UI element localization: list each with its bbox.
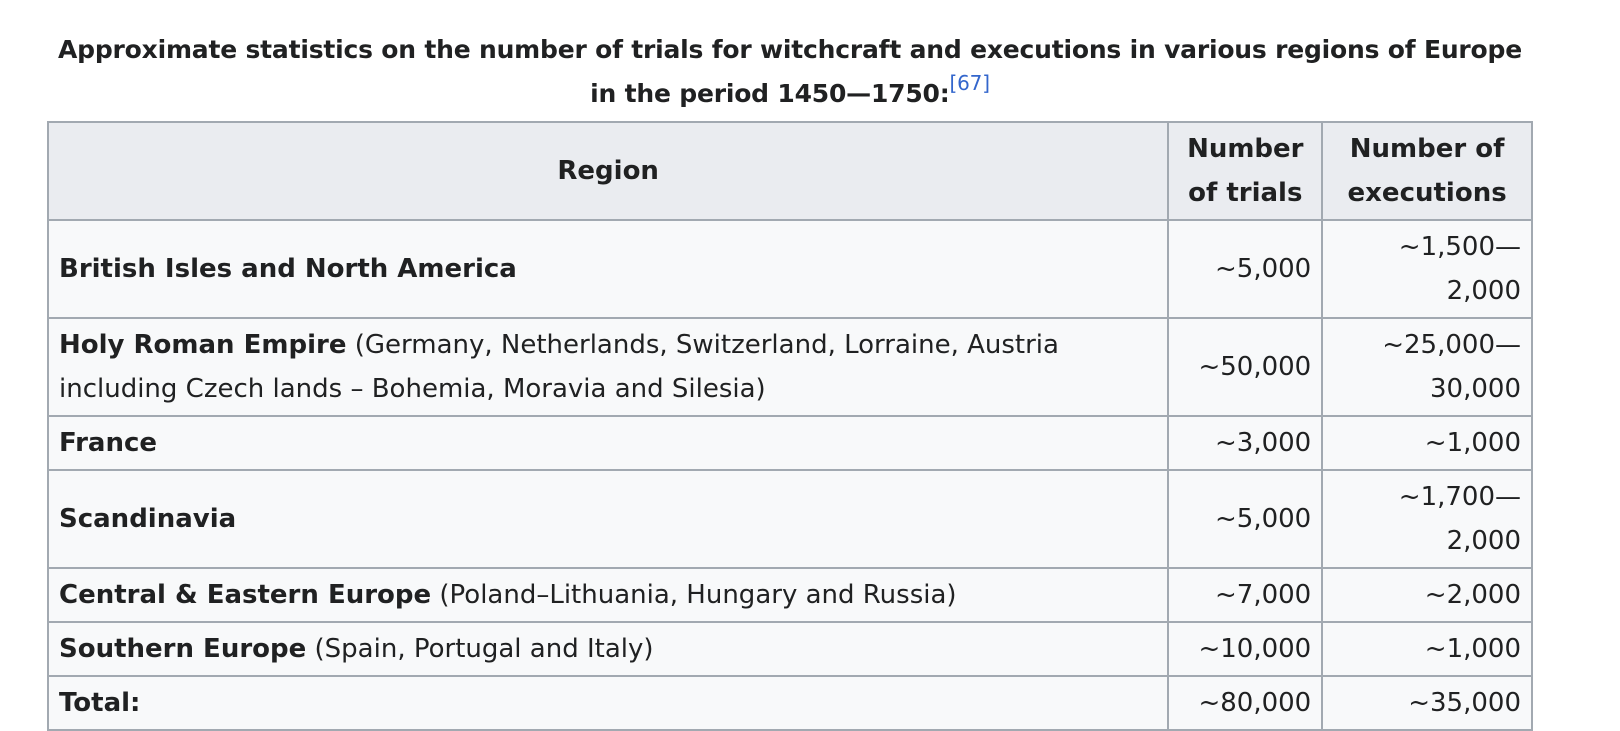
trials-cell: ~5,000 bbox=[1167, 219, 1324, 319]
table-row: Southern Europe (Spain, Portugal and Ita… bbox=[46, 621, 1533, 677]
region-name: Total: bbox=[59, 688, 141, 718]
region-cell: Holy Roman Empire (Germany, Netherlands,… bbox=[46, 317, 1170, 417]
header-trials: Number of trials bbox=[1167, 121, 1324, 221]
header-region: Region bbox=[46, 121, 1170, 221]
region-name: Central & Eastern Europe bbox=[59, 580, 432, 610]
executions-cell: ~35,000 bbox=[1321, 675, 1533, 731]
witch-trials-section: Approximate statistics on the number of … bbox=[46, 28, 1533, 731]
header-row: Region Number of trials Number of execut… bbox=[46, 121, 1533, 221]
region-cell: Central & Eastern Europe (Poland–Lithuan… bbox=[46, 567, 1170, 623]
trials-cell: ~3,000 bbox=[1167, 415, 1324, 471]
executions-cell: ~1,000 bbox=[1321, 415, 1533, 471]
trials-cell: ~10,000 bbox=[1167, 621, 1324, 677]
executions-cell: ~2,000 bbox=[1321, 567, 1533, 623]
caption-text: Approximate statistics on the number of … bbox=[58, 35, 1522, 108]
region-name: British Isles and North America bbox=[59, 254, 517, 284]
region-cell: Scandinavia bbox=[46, 469, 1170, 569]
trials-cell: ~7,000 bbox=[1167, 567, 1324, 623]
region-detail: (Spain, Portugal and Italy) bbox=[306, 634, 654, 664]
trials-cell: ~50,000 bbox=[1167, 317, 1324, 417]
region-cell: France bbox=[46, 415, 1170, 471]
table-caption: Approximate statistics on the number of … bbox=[47, 28, 1533, 116]
region-detail: (Germany, Netherlands, Switzerland, Lorr… bbox=[59, 330, 1059, 404]
trials-cell: ~80,000 bbox=[1167, 675, 1324, 731]
region-name: France bbox=[59, 428, 158, 458]
total-row: Total: ~80,000 ~35,000 bbox=[46, 675, 1533, 731]
table-row: British Isles and North America ~5,000 ~… bbox=[46, 219, 1533, 319]
citation-link[interactable]: [67] bbox=[949, 71, 990, 95]
executions-cell: ~1,700—2,000 bbox=[1321, 469, 1533, 569]
header-executions: Number of executions bbox=[1321, 121, 1533, 221]
region-detail: (Poland–Lithuania, Hungary and Russia) bbox=[431, 580, 957, 610]
table-row: Central & Eastern Europe (Poland–Lithuan… bbox=[46, 567, 1533, 623]
executions-cell: ~1,500—2,000 bbox=[1321, 219, 1533, 319]
table-row: France ~3,000 ~1,000 bbox=[46, 415, 1533, 471]
region-name: Holy Roman Empire bbox=[59, 330, 347, 360]
table-row: Scandinavia ~5,000 ~1,700—2,000 bbox=[46, 469, 1533, 569]
region-cell: Total: bbox=[46, 675, 1170, 731]
region-cell: British Isles and North America bbox=[46, 219, 1170, 319]
region-name: Southern Europe bbox=[59, 634, 307, 664]
region-name: Scandinavia bbox=[59, 504, 237, 534]
executions-cell: ~25,000—30,000 bbox=[1321, 317, 1533, 417]
region-cell: Southern Europe (Spain, Portugal and Ita… bbox=[46, 621, 1170, 677]
table-row: Holy Roman Empire (Germany, Netherlands,… bbox=[46, 317, 1533, 417]
witch-trials-table: Region Number of trials Number of execut… bbox=[46, 121, 1533, 731]
executions-cell: ~1,000 bbox=[1321, 621, 1533, 677]
trials-cell: ~5,000 bbox=[1167, 469, 1324, 569]
